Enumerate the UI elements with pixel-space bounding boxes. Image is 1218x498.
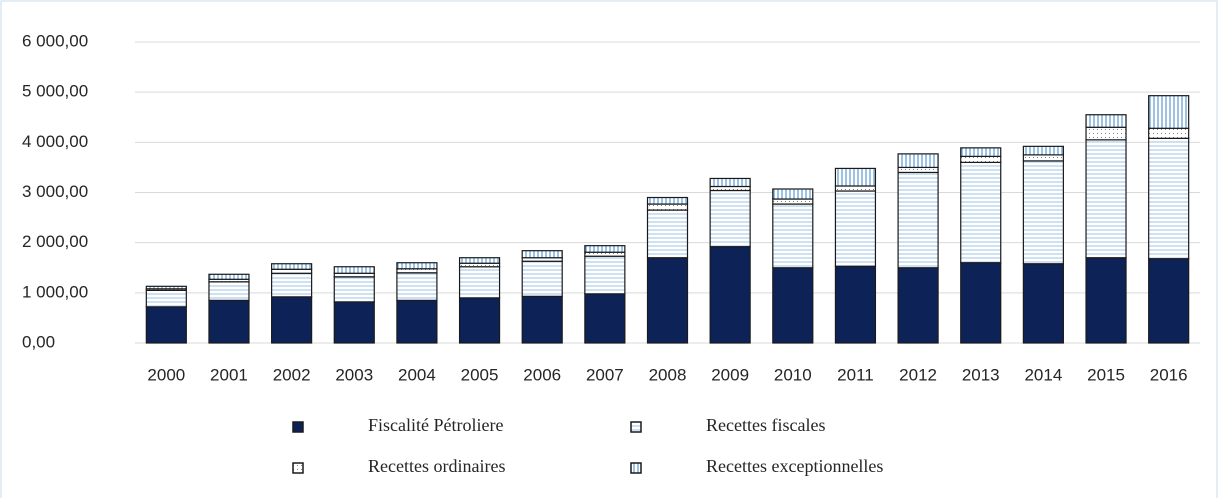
- bar-segment: [1022, 263, 1064, 344]
- y-tick-label: 3 000,00: [22, 182, 88, 201]
- x-tick-label: 2013: [962, 365, 1000, 384]
- bar-segment: [1022, 145, 1064, 156]
- y-tick-label: 4 000,00: [22, 132, 88, 151]
- bar-segment: [897, 153, 939, 169]
- x-tick-label: 2011: [837, 365, 874, 384]
- bar-segment: [333, 276, 375, 303]
- x-tick-label: 2007: [586, 365, 624, 384]
- bar-segment: [208, 273, 250, 280]
- x-tick-label: 2004: [398, 365, 436, 384]
- y-tick-label: 6 000,00: [22, 31, 88, 50]
- y-tick-label: 1 000,00: [22, 282, 88, 301]
- bar-segment: [458, 297, 501, 344]
- x-tick-label: 2014: [1024, 365, 1062, 384]
- bar-segment: [1022, 160, 1064, 265]
- x-tick-label: 2005: [461, 365, 499, 384]
- bar-segment: [1085, 257, 1127, 344]
- bar-segment: [396, 268, 438, 274]
- bar-segment: [521, 295, 563, 344]
- bar-segment: [458, 266, 501, 299]
- bar-segment: [208, 299, 250, 344]
- bar-segment: [834, 190, 877, 267]
- bar-segment: [145, 285, 187, 290]
- bar-segment: [145, 306, 187, 344]
- x-tick-label: 2002: [273, 365, 311, 384]
- bar-segment: [1085, 114, 1127, 128]
- bar-segment: [271, 272, 313, 298]
- bar-segment: [960, 147, 1002, 157]
- legend-label: Recettes exceptionnelles: [706, 456, 883, 476]
- bar-segment: [897, 171, 939, 269]
- bar-segment: [1148, 127, 1190, 139]
- bar-segment: [584, 251, 626, 257]
- bar-segment: [834, 167, 877, 187]
- x-tick-label: 2016: [1150, 365, 1188, 384]
- bar-segment: [772, 188, 814, 200]
- bar-segment: [834, 185, 877, 192]
- bar-segment: [458, 257, 501, 264]
- bar-segment: [1148, 258, 1190, 344]
- y-tick-label: 5 000,00: [22, 82, 88, 101]
- bar-segment: [396, 272, 438, 301]
- y-tick-label: 2 000,00: [22, 232, 88, 251]
- bar-segment: [208, 281, 250, 301]
- bar-segment: [897, 267, 939, 344]
- bar-segment: [333, 266, 375, 274]
- legend-swatch: [630, 462, 642, 474]
- x-tick-label: 2010: [774, 365, 812, 384]
- bar-segment: [396, 299, 438, 344]
- bar-segment: [772, 267, 814, 344]
- bar-segment: [709, 177, 751, 188]
- x-tick-label: 2003: [335, 365, 373, 384]
- x-tick-label: 2001: [210, 365, 248, 384]
- bar-segment: [646, 257, 689, 344]
- bar-segment: [1085, 139, 1127, 259]
- bar-segment: [333, 301, 375, 344]
- legend-label: Fiscalité Pétroliere: [368, 415, 503, 435]
- bar-segment: [1148, 137, 1190, 260]
- bar-segment: [271, 263, 313, 270]
- bar-segment: [1085, 126, 1127, 141]
- bar-segment: [960, 155, 1002, 164]
- legend-swatch: [292, 421, 304, 433]
- x-tick-label: 2009: [711, 365, 749, 384]
- bar-segment: [145, 289, 187, 308]
- bar-segment: [521, 260, 563, 297]
- x-tick-label: 2000: [147, 365, 185, 384]
- bar-segment: [271, 268, 313, 274]
- x-tick-label: 2012: [899, 365, 937, 384]
- bar-segment: [709, 189, 751, 248]
- bar-segment: [584, 255, 626, 295]
- bar-segment: [772, 203, 814, 269]
- bar-segment: [396, 262, 438, 270]
- bar-segment: [709, 185, 751, 192]
- bar-segment: [1022, 154, 1064, 162]
- bar-segment: [646, 203, 689, 211]
- bar-segment: [584, 293, 626, 344]
- bar-segment: [646, 196, 689, 205]
- bar-segment: [960, 262, 1002, 344]
- bar-segment: [1148, 95, 1190, 129]
- x-tick-label: 2008: [649, 365, 687, 384]
- bar-segment: [584, 245, 626, 253]
- bar-segment: [834, 265, 877, 344]
- bar-segment: [271, 296, 313, 344]
- y-tick-label: 0,00: [22, 332, 55, 351]
- bar-segment: [521, 250, 563, 259]
- bar-segment: [960, 161, 1002, 264]
- x-tick-label: 2015: [1087, 365, 1125, 384]
- legend-label: Recettes ordinaires: [368, 456, 505, 476]
- legend-label: Recettes fiscales: [706, 415, 825, 435]
- bar-segment: [709, 246, 751, 344]
- bar-segment: [646, 209, 689, 259]
- bar-segment: [897, 166, 939, 174]
- x-tick-label: 2006: [523, 365, 561, 384]
- bar-segment: [772, 198, 814, 205]
- legend-swatch: [630, 421, 642, 433]
- legend-swatch: [292, 462, 304, 474]
